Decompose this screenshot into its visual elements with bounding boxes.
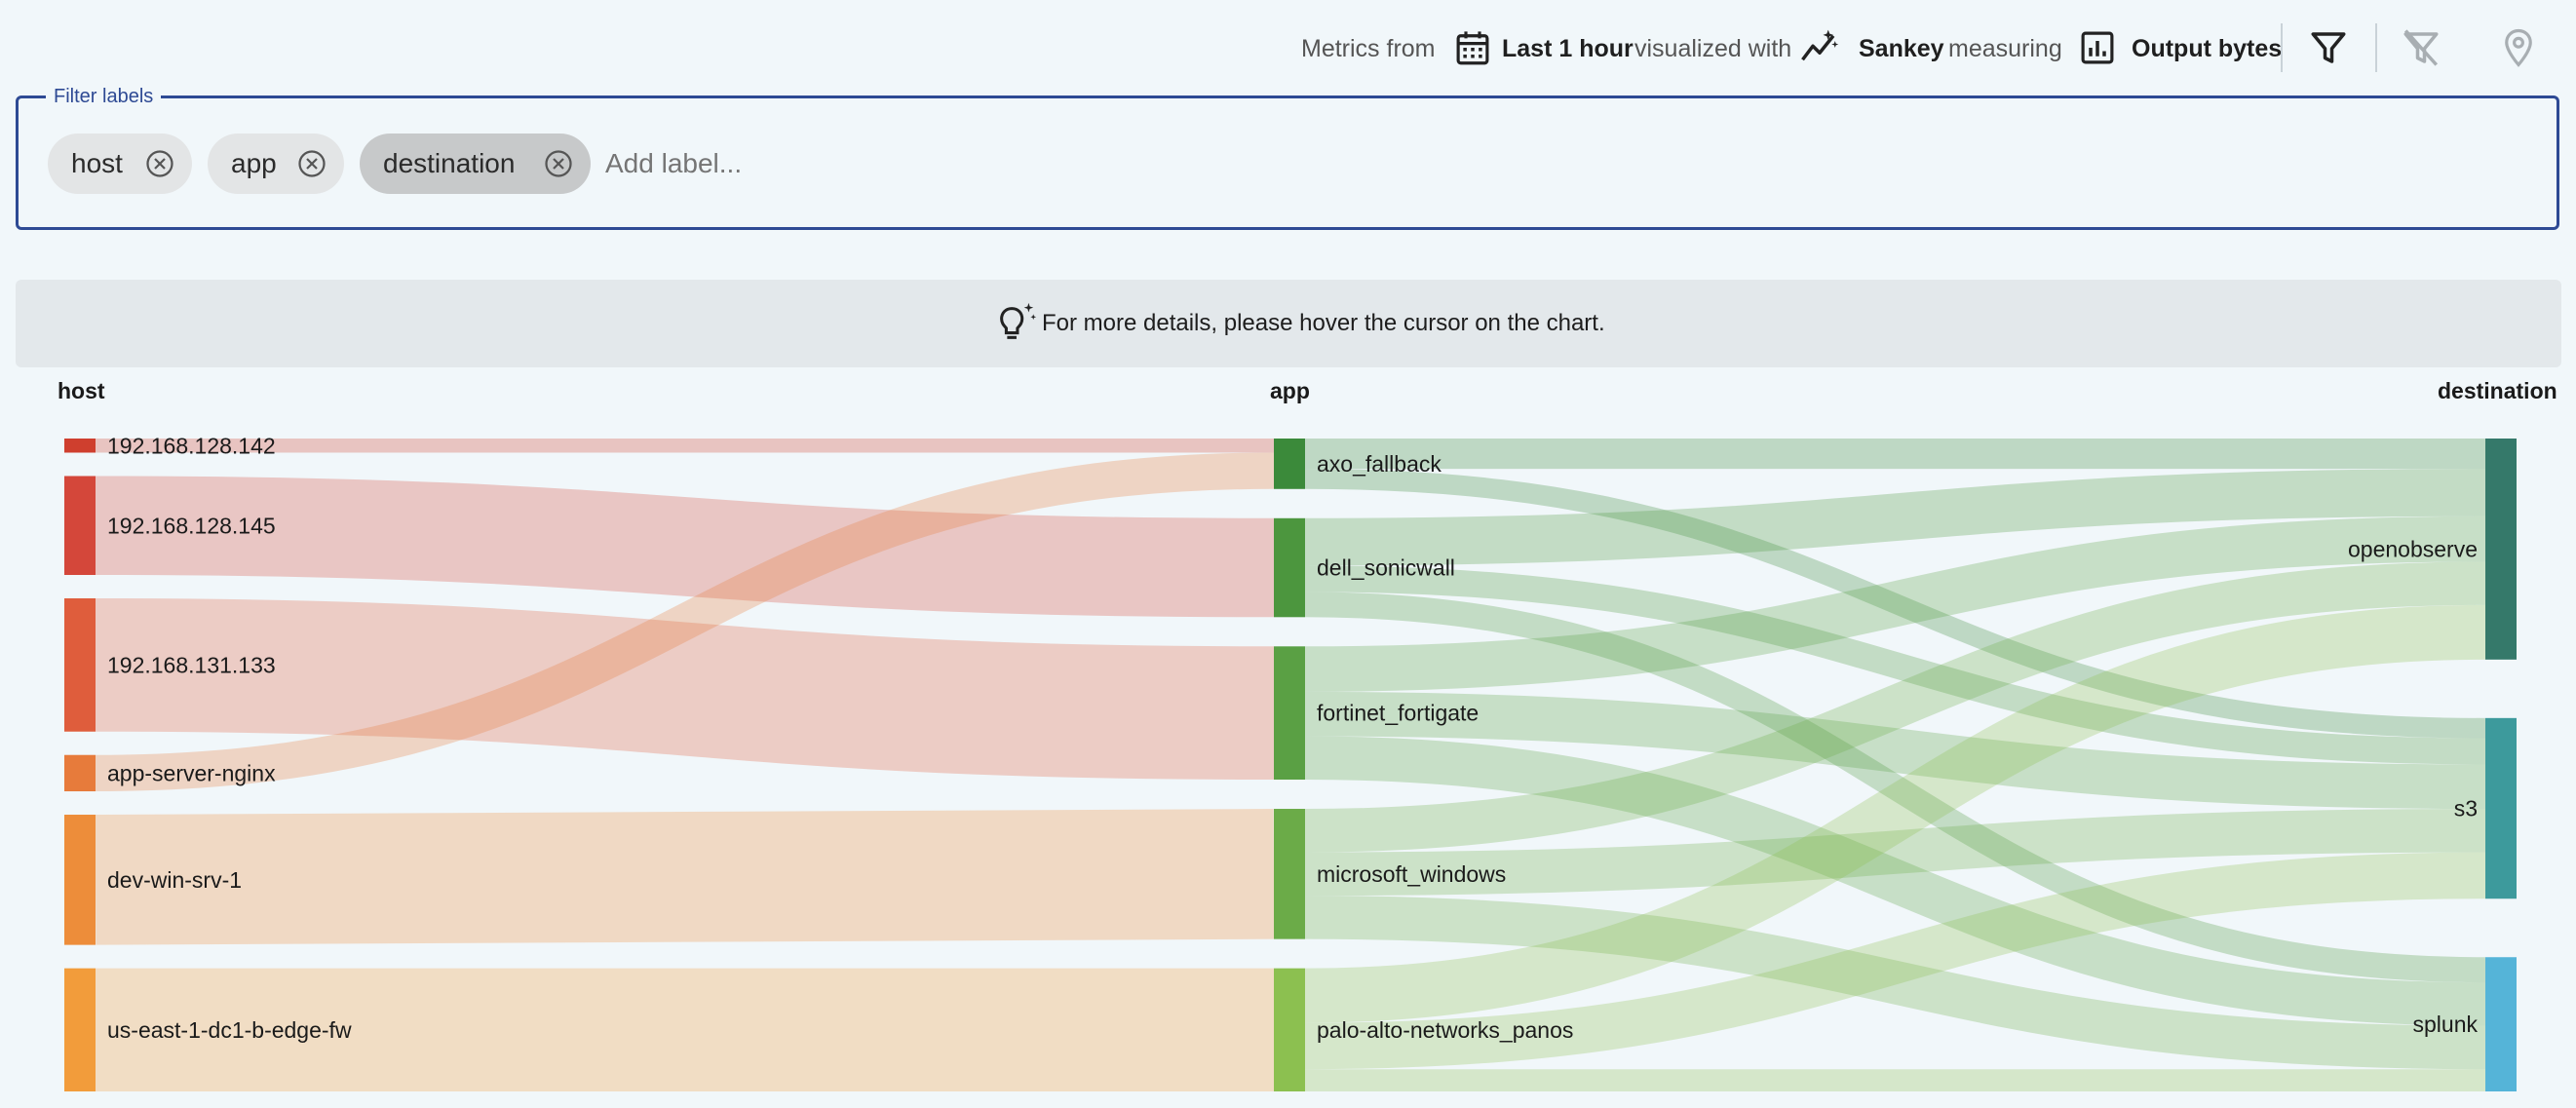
sankey-link[interactable] <box>1304 565 2486 765</box>
sankey-node-label: axo_fallback <box>1317 451 1442 477</box>
time-range-button[interactable]: Last 1 hour <box>1502 35 1634 62</box>
sankey-node-label: fortinet_fortigate <box>1317 701 1479 726</box>
sankey-node[interactable] <box>2485 957 2517 1091</box>
chip-label: destination <box>383 148 516 178</box>
chip-label: app <box>231 148 277 178</box>
sankey-node-label: 192.168.131.133 <box>107 652 276 677</box>
sankey-links <box>95 439 2486 1091</box>
sankey-node[interactable] <box>64 476 96 576</box>
sankey-node[interactable] <box>64 968 96 1091</box>
sankey-link[interactable] <box>1304 896 2486 1070</box>
sankey-chart[interactable]: 192.168.128.142 192.168.128.145 192.168.13… <box>0 409 2576 1108</box>
add-label-input[interactable] <box>605 134 995 194</box>
chip-app[interactable]: app <box>208 134 344 194</box>
sankey-node-label: dell_sonicwall <box>1317 555 1455 581</box>
sankey-node-label: s3 <box>2454 796 2478 821</box>
sankey-link[interactable] <box>95 598 1275 781</box>
metrics-from-label: Metrics from <box>1301 35 1436 62</box>
filter-labels-box: Filter labels host app destination <box>16 83 2559 230</box>
visualization-button[interactable]: Sankey <box>1859 35 1944 62</box>
sankey-link[interactable] <box>1304 469 2486 566</box>
filter-off-icon[interactable] <box>2401 27 2441 68</box>
calendar-icon[interactable] <box>1452 27 1493 68</box>
visualized-with-label: visualized with <box>1634 35 1792 62</box>
filter-labels-legend: Filter labels <box>46 83 162 110</box>
sankey-icon[interactable] <box>1799 27 1840 68</box>
hint-banner: For more details, please hover the curso… <box>16 280 2561 367</box>
column-header-destination: destination <box>2438 378 2557 403</box>
location-pin-icon[interactable] <box>2498 27 2539 68</box>
sankey-node-label: 192.168.128.145 <box>107 513 276 538</box>
bar-chart-icon[interactable] <box>2077 27 2118 68</box>
toolbar: Metrics from Last 1 hour visualized with… <box>0 0 2576 97</box>
column-header-app: app <box>1270 378 1310 403</box>
sankey-link[interactable] <box>95 476 1275 618</box>
sankey-link[interactable] <box>95 809 1275 945</box>
sankey-link[interactable] <box>1304 691 2486 810</box>
sankey-node-label: us-east-1-dc1-b-edge-fw <box>107 1017 352 1043</box>
sankey-link[interactable] <box>1304 604 2486 1023</box>
measuring-label: measuring <box>1948 35 2062 62</box>
toolbar-divider <box>2375 23 2377 72</box>
sankey-node-label: splunk <box>2413 1012 2479 1037</box>
sankey-link[interactable] <box>1304 736 2486 1026</box>
remove-chip-icon[interactable] <box>544 149 573 178</box>
sankey-node-label: dev-win-srv-1 <box>107 867 242 893</box>
sankey-link[interactable] <box>1304 809 2486 897</box>
sankey-link[interactable] <box>1304 516 2486 692</box>
sankey-node[interactable] <box>1274 968 1305 1091</box>
sankey-node[interactable] <box>1274 439 1305 489</box>
sankey-link[interactable] <box>1304 852 2486 1070</box>
hint-text: For more details, please hover the curso… <box>1042 310 1605 336</box>
sankey-labels: 192.168.128.142 192.168.128.145 192.168.13… <box>107 433 2479 1043</box>
sankey-node[interactable] <box>64 815 96 945</box>
sankey-link[interactable] <box>1304 592 2486 983</box>
sankey-node[interactable] <box>1274 809 1305 939</box>
sankey-node[interactable] <box>1274 646 1305 781</box>
sankey-node[interactable] <box>64 754 96 792</box>
sankey-node-label: 192.168.128.142 <box>107 433 276 458</box>
toolbar-divider <box>2281 23 2283 72</box>
sankey-node-label: palo-alto-networks_panos <box>1317 1017 1573 1043</box>
sankey-node[interactable] <box>1274 517 1305 618</box>
sankey-node[interactable] <box>64 598 96 732</box>
sankey-link[interactable] <box>1304 469 2486 739</box>
sankey-node-label: microsoft_windows <box>1317 861 1506 887</box>
sankey-nodes <box>64 439 2517 1091</box>
chip-host[interactable]: host <box>48 134 192 194</box>
lightbulb-icon <box>1000 302 1037 339</box>
sankey-node-label: app-server-nginx <box>107 760 276 785</box>
sankey-link[interactable] <box>1304 561 2486 853</box>
chip-destination[interactable]: destination <box>360 134 591 194</box>
filter-icon[interactable] <box>2308 27 2349 68</box>
column-header-host: host <box>58 378 105 403</box>
sankey-node[interactable] <box>2485 439 2517 660</box>
measure-button[interactable]: Output bytes <box>2132 35 2283 62</box>
sankey-link[interactable] <box>95 452 1275 792</box>
sankey-node[interactable] <box>2485 717 2517 899</box>
sankey-node-label: openobserve <box>2348 536 2478 561</box>
chip-label: host <box>71 148 123 178</box>
remove-chip-icon[interactable] <box>145 149 174 178</box>
remove-chip-icon[interactable] <box>297 149 327 178</box>
sankey-node[interactable] <box>64 439 96 453</box>
